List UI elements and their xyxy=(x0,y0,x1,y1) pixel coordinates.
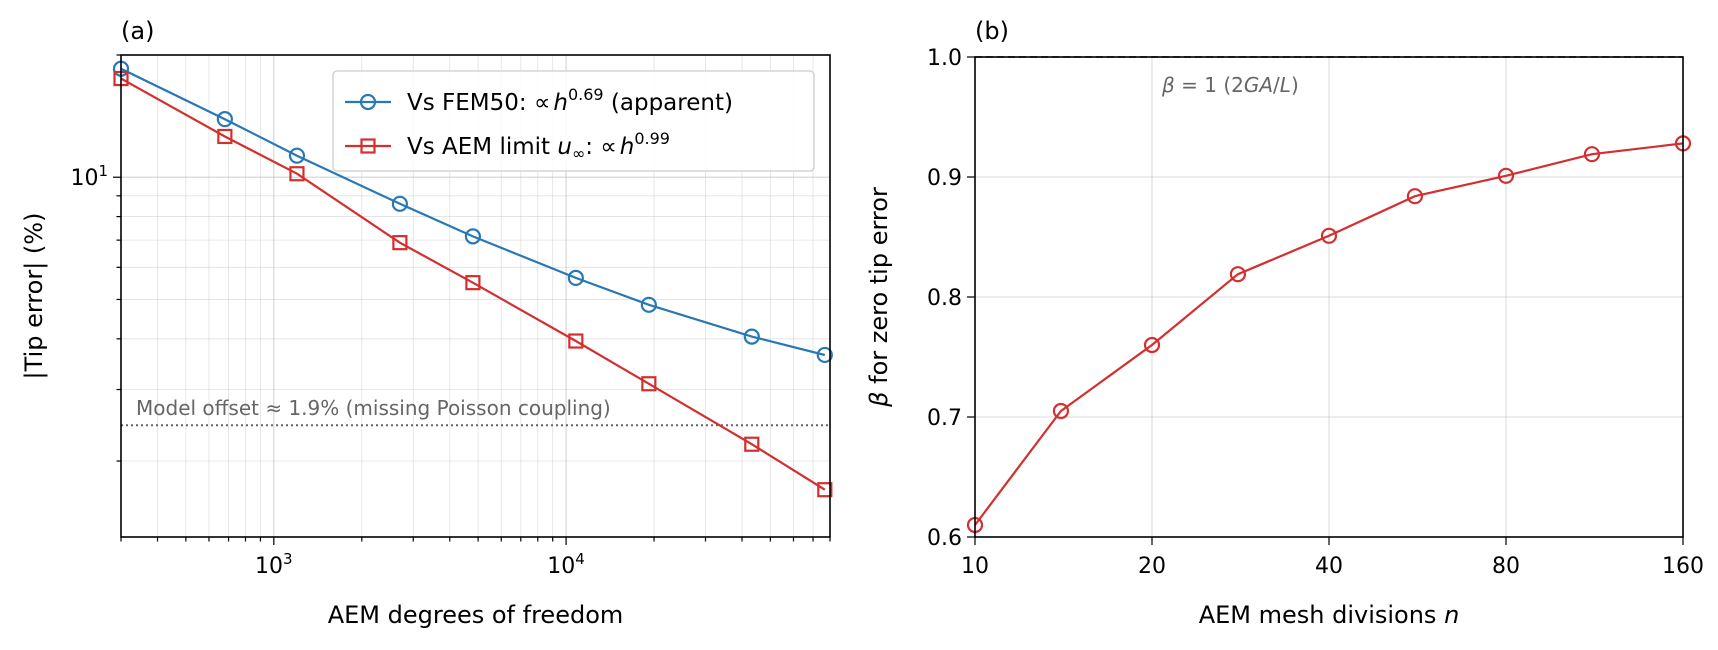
reference-line-label: β = 1 (2GA/L) xyxy=(1161,73,1299,97)
tick-exponent: 3 xyxy=(283,550,293,568)
y-tick-label: 1.0 xyxy=(927,46,962,71)
y-tick-label: 0.8 xyxy=(927,286,962,311)
data-point xyxy=(465,275,481,291)
y-axis-label: |Tip error| (%) xyxy=(20,213,48,380)
model-offset-label: Model offset ≈ 1.9% (missing Poisson cou… xyxy=(136,396,611,420)
ref-text: / xyxy=(1273,73,1280,97)
data-point xyxy=(392,235,408,251)
legend-marker xyxy=(359,93,377,111)
legend-label: Vs AEM limit u∞: ∝ h0.99 xyxy=(407,129,670,163)
legend-variable: h xyxy=(553,90,568,116)
y-tick-label: 0.9 xyxy=(927,166,962,191)
legend-exponent: 0.99 xyxy=(634,129,670,148)
data-point xyxy=(816,346,833,364)
series-line-b xyxy=(974,142,1684,526)
ref-variable: L xyxy=(1280,73,1291,97)
data-point xyxy=(743,328,760,345)
legend: Vs FEM50: ∝ h0.69 (apparent)Vs AEM limit … xyxy=(332,70,815,172)
x-tick-label: 104 xyxy=(547,550,585,579)
x-tick-label: 10 xyxy=(961,554,989,579)
y-axis-label: β for zero tip error xyxy=(865,187,893,408)
data-point xyxy=(641,376,657,392)
legend-text: Vs AEM limit xyxy=(407,134,557,160)
legend-label: Vs FEM50: ∝ h0.69 (apparent) xyxy=(407,85,733,116)
axis-text: for zero tip error xyxy=(865,187,893,391)
tick-exponent: 4 xyxy=(575,550,585,568)
series-line-2 xyxy=(120,77,826,491)
legend-exponent: 0.69 xyxy=(568,85,604,104)
y-tick-label: 0.6 xyxy=(927,526,962,551)
y-tick-label: 0.7 xyxy=(927,406,962,431)
data-point xyxy=(817,482,833,498)
data-point xyxy=(288,147,306,164)
axis-variable: n xyxy=(1444,601,1459,629)
data-point xyxy=(640,296,657,313)
data-point xyxy=(1229,266,1247,283)
panel-a: Model offset ≈ 1.9% (missing Poisson cou… xyxy=(20,17,833,629)
legend-text: Vs FEM50: ∝ xyxy=(407,90,550,116)
x-axis-label: AEM mesh divisions n xyxy=(1199,601,1460,629)
plot-frame-a xyxy=(120,54,831,538)
data-point xyxy=(1052,402,1070,420)
data-point xyxy=(1320,227,1338,244)
x-tick-label: 80 xyxy=(1492,554,1520,579)
data-point xyxy=(289,166,305,182)
data-point xyxy=(217,128,233,145)
panel-b: 10 20 40 80 160 0.6 0.7 0.8 0.9 1.0 β = 1 (2GA/L) A… xyxy=(865,17,1704,629)
series-line-1 xyxy=(120,67,826,357)
data-point xyxy=(1143,336,1161,354)
x-tick-label: 20 xyxy=(1138,554,1166,579)
y-tick-label: 101 xyxy=(70,162,108,191)
data-point xyxy=(567,269,584,287)
legend-variable: h xyxy=(620,134,635,160)
x-tick-label: 103 xyxy=(255,550,293,579)
plot-frame-b xyxy=(974,56,1684,538)
panel-label-b: (b) xyxy=(975,17,1009,45)
legend-variable: u xyxy=(557,134,572,160)
tick-exponent: 1 xyxy=(98,162,108,180)
ref-variable: β xyxy=(1161,73,1175,97)
x-axis-label: AEM degrees of freedom xyxy=(328,601,624,629)
tick-base: 10 xyxy=(70,166,98,191)
ref-text: ) xyxy=(1291,73,1299,97)
data-point xyxy=(216,111,233,128)
plot-area-b xyxy=(975,57,1683,537)
data-point xyxy=(744,436,760,452)
legend-subscript: ∞ xyxy=(572,144,585,163)
ref-variable: GA xyxy=(1244,73,1273,97)
legend-text: (apparent) xyxy=(604,90,733,116)
data-point xyxy=(1583,146,1601,163)
tick-base: 10 xyxy=(255,554,283,579)
ref-text: = 1 (2 xyxy=(1175,73,1244,97)
data-point xyxy=(464,228,482,245)
data-point xyxy=(1406,188,1424,205)
panel-label-a: (a) xyxy=(121,17,154,45)
x-tick-label: 160 xyxy=(1662,554,1704,579)
axis-text: AEM mesh divisions xyxy=(1199,601,1444,629)
axis-variable: β xyxy=(865,392,893,408)
x-tick-label: 40 xyxy=(1315,554,1343,579)
legend-box xyxy=(332,70,815,172)
legend-text: : ∝ xyxy=(585,134,617,160)
legend-marker xyxy=(360,138,376,154)
data-point xyxy=(1497,167,1515,184)
data-point xyxy=(568,333,584,349)
tick-base: 10 xyxy=(547,554,575,579)
data-point xyxy=(391,195,408,212)
